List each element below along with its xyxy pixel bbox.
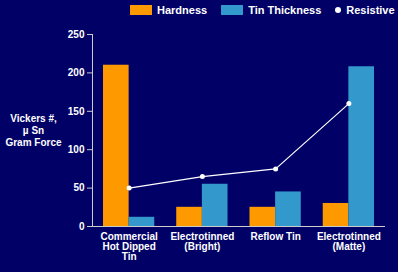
html-text:Hardness: Hardness [157,4,208,16]
svg-text:250: 250 [68,29,85,40]
svg-text:100: 100 [68,144,85,155]
svg-text:50: 50 [73,182,85,193]
svg-text:Electrotinned(Bright): Electrotinned(Bright) [170,231,234,252]
svg-text:0: 0 [79,221,85,232]
svg-text:Electrotinned(Matte): Electrotinned(Matte) [317,231,381,252]
html-text:Tin Thickness: Tin Thickness [248,4,322,16]
svg-text:150: 150 [68,106,85,117]
svg-text:Reflow Tin: Reflow Tin [250,231,300,242]
svg-text:200: 200 [68,67,85,78]
svg-text:CommercialHot DippedTin: CommercialHot DippedTin [101,231,158,262]
svg-text:Vickers #,µ SnGram Force: Vickers #,µ SnGram Force [5,113,62,148]
